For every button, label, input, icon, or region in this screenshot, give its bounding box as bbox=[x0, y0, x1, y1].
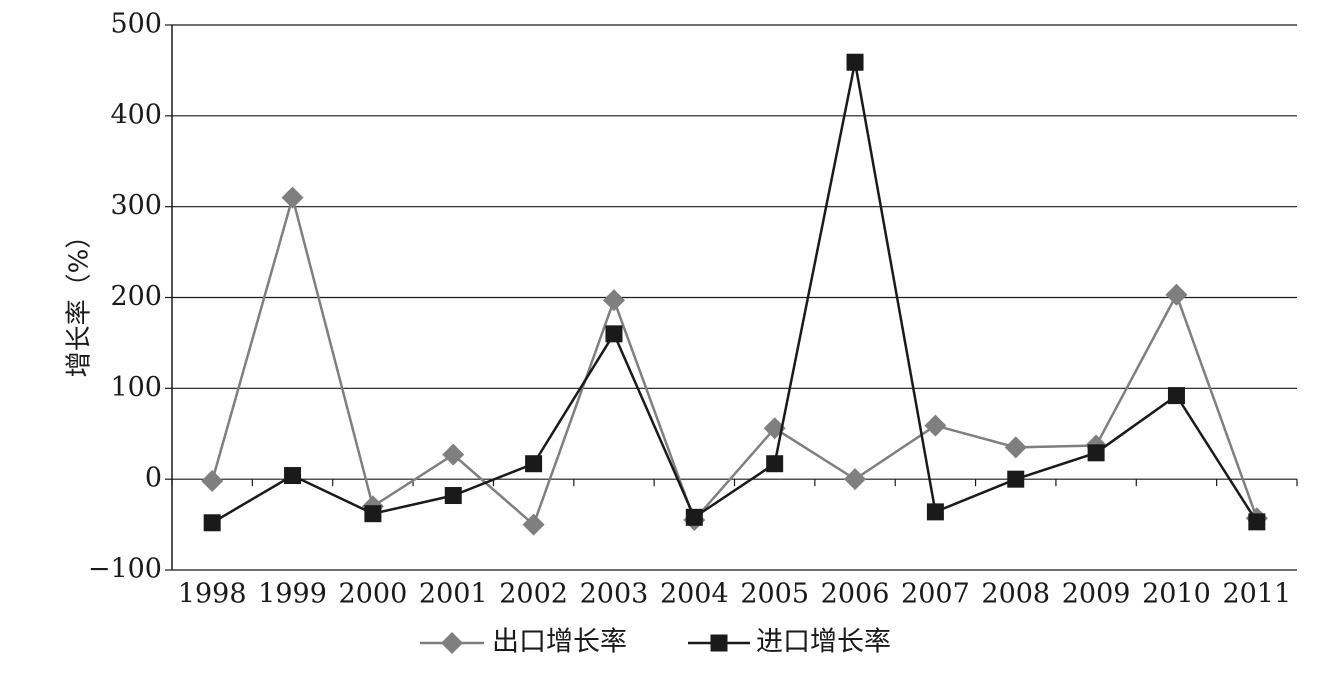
x-tick-label: 2011 bbox=[1222, 579, 1291, 610]
series-import-growth bbox=[203, 53, 1266, 532]
diamond-marker bbox=[522, 513, 545, 536]
y-tick-label: 300 bbox=[110, 190, 162, 221]
legend: 出口增长率 进口增长率 bbox=[420, 627, 891, 658]
square-marker bbox=[846, 53, 864, 71]
square-marker bbox=[364, 505, 382, 523]
x-tick-label: 2006 bbox=[821, 579, 890, 610]
square-marker bbox=[284, 467, 302, 485]
diamond-marker bbox=[1165, 283, 1188, 306]
diamond-marker bbox=[442, 443, 465, 466]
y-tick-label: 200 bbox=[110, 281, 162, 312]
axes bbox=[165, 24, 1298, 571]
legend-label: 出口增长率 bbox=[492, 627, 627, 658]
square-marker bbox=[203, 514, 221, 532]
x-tick-label: 2010 bbox=[1142, 579, 1211, 610]
x-tick-label: 2005 bbox=[740, 579, 809, 610]
y-tick-label: 0 bbox=[145, 463, 162, 494]
x-tick-label: 2003 bbox=[580, 579, 649, 610]
legend-square-icon bbox=[710, 634, 728, 652]
x-tick-label: 1998 bbox=[178, 579, 247, 610]
square-marker bbox=[685, 508, 703, 526]
x-tick-label: 2007 bbox=[901, 579, 970, 610]
square-marker bbox=[525, 455, 543, 473]
x-tick-label: 2004 bbox=[660, 579, 729, 610]
y-tick-label: 500 bbox=[110, 9, 162, 40]
diamond-marker bbox=[602, 289, 625, 312]
square-marker bbox=[1087, 444, 1105, 462]
legend-entry: 进口增长率 bbox=[688, 627, 891, 658]
square-marker bbox=[444, 487, 462, 505]
square-marker bbox=[926, 503, 944, 521]
diamond-marker bbox=[924, 414, 947, 437]
x-tick-label: 2009 bbox=[1062, 579, 1131, 610]
series-line bbox=[210, 192, 1258, 527]
x-tick-label: 2002 bbox=[499, 579, 568, 610]
square-marker bbox=[1248, 513, 1266, 531]
y-tick-label: −100 bbox=[88, 554, 162, 585]
series-line bbox=[211, 61, 1258, 524]
x-tick-label: 2001 bbox=[419, 579, 488, 610]
y-tick-labels: −100 0 100 200 300 400 500 bbox=[88, 9, 162, 585]
diamond-marker bbox=[201, 469, 224, 492]
legend-diamond-icon bbox=[441, 632, 463, 654]
x-tick-label: 1999 bbox=[258, 579, 327, 610]
x-tick-label: 2008 bbox=[981, 579, 1050, 610]
x-tick-label: 2000 bbox=[339, 579, 408, 610]
square-marker bbox=[605, 325, 623, 343]
legend-entry: 出口增长率 bbox=[420, 627, 627, 658]
square-marker bbox=[1007, 470, 1025, 488]
gridlines bbox=[172, 24, 1297, 571]
series bbox=[201, 53, 1268, 536]
y-tick-label: 100 bbox=[110, 372, 162, 403]
square-marker bbox=[1167, 387, 1185, 405]
y-axis-title: 增长率（%） bbox=[65, 223, 95, 378]
diamond-marker bbox=[281, 186, 304, 209]
diamond-marker bbox=[1004, 436, 1027, 459]
diamond-marker bbox=[844, 468, 867, 491]
x-tick-labels: 1998 1999 2000 2001 2002 2003 2004 2005 2006 2007… bbox=[178, 579, 1291, 610]
y-tick-label: 400 bbox=[110, 99, 162, 130]
square-marker bbox=[766, 455, 784, 473]
legend-label: 进口增长率 bbox=[756, 627, 891, 658]
